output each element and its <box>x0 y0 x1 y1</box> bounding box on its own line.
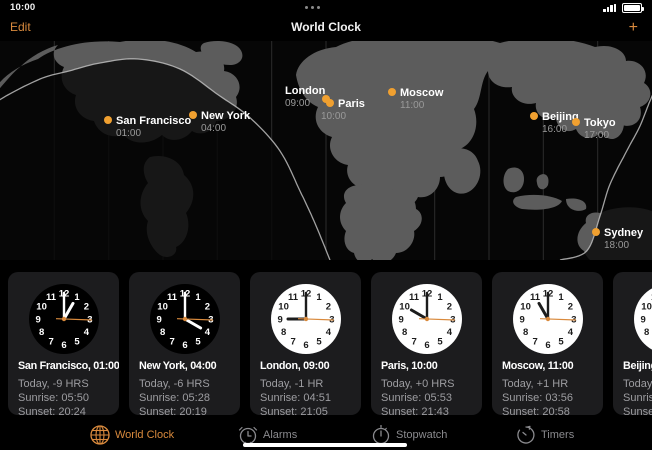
svg-text:2: 2 <box>83 301 88 312</box>
svg-text:6: 6 <box>545 340 550 351</box>
svg-text:11: 11 <box>287 292 298 303</box>
svg-text:2: 2 <box>325 301 330 312</box>
svg-text:10: 10 <box>641 301 652 312</box>
svg-text:9: 9 <box>35 314 40 325</box>
svg-text:8: 8 <box>401 327 406 338</box>
svg-text:1: 1 <box>558 292 564 303</box>
svg-text:17:00: 17:00 <box>584 130 609 141</box>
svg-text:Moscow: Moscow <box>400 87 444 99</box>
svg-text:4: 4 <box>83 327 89 338</box>
svg-text:7: 7 <box>169 337 174 348</box>
svg-text:9: 9 <box>277 314 282 325</box>
svg-text:10: 10 <box>278 301 289 312</box>
svg-text:5: 5 <box>74 337 80 348</box>
svg-text:New York: New York <box>201 110 251 122</box>
svg-text:Paris: Paris <box>338 98 365 110</box>
svg-text:10: 10 <box>36 301 47 312</box>
svg-text:11: 11 <box>408 292 419 303</box>
svg-text:8: 8 <box>38 327 43 338</box>
svg-text:04:00: 04:00 <box>201 123 226 134</box>
svg-text:4: 4 <box>204 327 210 338</box>
svg-text:11: 11 <box>529 292 540 303</box>
svg-text:8: 8 <box>522 327 527 338</box>
svg-text:2: 2 <box>204 301 209 312</box>
svg-text:7: 7 <box>290 337 295 348</box>
svg-text:9: 9 <box>640 314 645 325</box>
svg-text:16:00: 16:00 <box>542 124 567 135</box>
svg-text:9: 9 <box>519 314 524 325</box>
svg-text:1: 1 <box>195 292 201 303</box>
svg-text:9: 9 <box>398 314 403 325</box>
svg-text:San Francisco: San Francisco <box>116 115 191 127</box>
svg-text:9: 9 <box>156 314 161 325</box>
svg-text:5: 5 <box>558 337 564 348</box>
svg-text:6: 6 <box>303 340 308 351</box>
svg-text:7: 7 <box>48 337 53 348</box>
svg-text:4: 4 <box>446 327 452 338</box>
svg-text:8: 8 <box>159 327 164 338</box>
svg-text:4: 4 <box>325 327 331 338</box>
svg-text:10: 10 <box>399 301 410 312</box>
svg-text:6: 6 <box>182 340 187 351</box>
svg-text:8: 8 <box>643 327 648 338</box>
svg-text:01:00: 01:00 <box>116 128 141 139</box>
svg-text:7: 7 <box>411 337 416 348</box>
svg-text:Tokyo: Tokyo <box>584 117 616 129</box>
svg-text:5: 5 <box>316 337 322 348</box>
svg-text:Sydney: Sydney <box>604 227 644 239</box>
svg-text:11: 11 <box>166 292 177 303</box>
svg-text:1: 1 <box>316 292 322 303</box>
svg-text:2: 2 <box>446 301 451 312</box>
svg-text:5: 5 <box>437 337 443 348</box>
svg-text:1: 1 <box>437 292 443 303</box>
svg-text:11:00: 11:00 <box>400 100 425 111</box>
svg-text:London: London <box>285 85 326 97</box>
svg-text:10: 10 <box>157 301 168 312</box>
svg-text:7: 7 <box>532 337 537 348</box>
svg-text:09:00: 09:00 <box>285 98 310 109</box>
svg-text:18:00: 18:00 <box>604 240 629 251</box>
svg-text:10:00: 10:00 <box>321 111 346 122</box>
svg-text:8: 8 <box>280 327 285 338</box>
svg-text:11: 11 <box>45 292 56 303</box>
svg-text:6: 6 <box>61 340 66 351</box>
svg-text:6: 6 <box>424 340 429 351</box>
svg-text:2: 2 <box>567 301 572 312</box>
svg-text:4: 4 <box>567 327 573 338</box>
svg-text:10: 10 <box>520 301 531 312</box>
svg-text:1: 1 <box>74 292 80 303</box>
svg-text:5: 5 <box>195 337 201 348</box>
